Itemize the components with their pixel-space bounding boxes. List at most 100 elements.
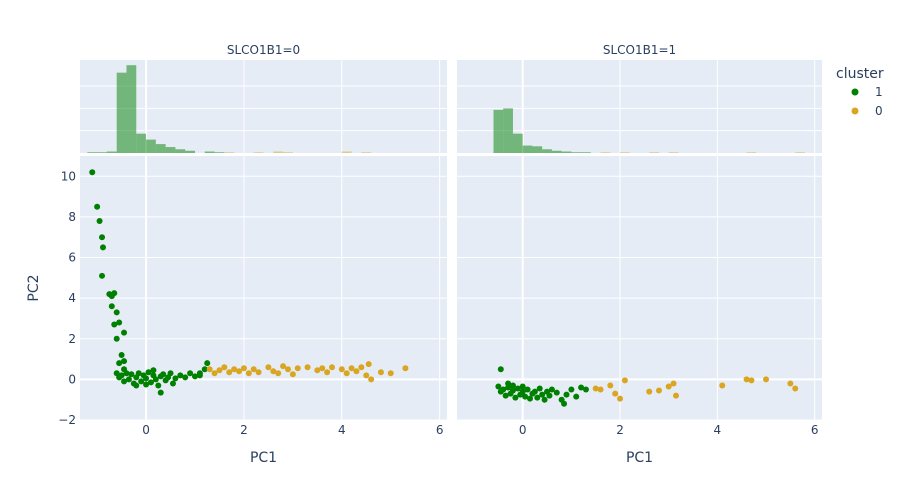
scatter-plot-area	[457, 156, 822, 420]
data-point	[201, 366, 208, 373]
data-point	[211, 370, 218, 377]
histogram-bar	[185, 150, 195, 153]
data-point	[368, 376, 375, 383]
histogram-bar	[503, 108, 513, 153]
data-point	[128, 371, 135, 378]
facet-panel-0	[80, 60, 447, 421]
data-point	[612, 390, 619, 397]
data-point	[275, 370, 282, 377]
histogram-bar	[561, 151, 572, 153]
data-point	[655, 387, 662, 394]
data-point	[231, 366, 238, 373]
legend-marker	[851, 107, 859, 115]
data-point	[108, 303, 115, 310]
histogram-bar	[204, 151, 215, 153]
data-point	[145, 369, 152, 376]
series-1	[495, 366, 589, 407]
data-point	[531, 388, 538, 395]
data-point	[240, 365, 247, 372]
histogram-bar	[97, 152, 107, 153]
data-point	[121, 329, 128, 336]
legend-item-1[interactable]: 1	[851, 85, 883, 99]
x-axis-title: PC1	[250, 450, 277, 466]
data-point	[125, 376, 132, 383]
y-tick-label: 6	[68, 251, 76, 265]
data-point	[519, 388, 526, 395]
data-point	[597, 386, 604, 393]
histogram-bar	[165, 147, 176, 153]
data-point	[118, 372, 125, 379]
data-point	[138, 378, 145, 385]
data-point	[182, 374, 189, 381]
data-point	[284, 366, 291, 373]
data-point	[191, 373, 198, 380]
facet-title: SLCO1B1=1	[603, 43, 676, 57]
data-point	[748, 377, 755, 384]
data-point	[118, 352, 125, 359]
data-point	[152, 376, 159, 383]
x-tick-label: 6	[811, 423, 819, 437]
legend-label: 0	[875, 104, 883, 118]
data-point	[353, 368, 360, 375]
data-point	[497, 366, 504, 373]
data-point	[787, 380, 794, 387]
data-point	[99, 272, 106, 279]
data-point	[363, 372, 370, 379]
data-point	[250, 366, 257, 373]
data-point	[573, 393, 580, 400]
x-tick-label: 4	[338, 423, 346, 437]
data-point	[150, 367, 157, 374]
data-point	[226, 369, 233, 376]
data-point	[402, 365, 409, 372]
data-point	[792, 385, 799, 392]
histogram-bar	[620, 152, 630, 153]
legend-item-0[interactable]: 0	[851, 104, 883, 118]
data-point	[94, 203, 101, 210]
data-point	[568, 386, 575, 393]
data-point	[113, 335, 120, 342]
histogram-bar	[493, 109, 504, 153]
data-point	[121, 378, 128, 385]
data-point	[196, 370, 203, 377]
data-point	[365, 361, 372, 368]
data-point	[111, 321, 118, 328]
data-point	[289, 371, 296, 378]
data-point	[121, 366, 128, 373]
histogram-bar	[795, 152, 805, 153]
series-0	[206, 361, 409, 383]
data-point	[157, 389, 164, 396]
data-point	[387, 370, 394, 377]
histogram-bar	[532, 146, 543, 153]
histogram-bar	[224, 152, 235, 153]
legend-label: 1	[875, 85, 883, 99]
data-point	[719, 382, 726, 389]
data-point	[143, 375, 150, 382]
data-point	[763, 376, 770, 383]
data-point	[546, 392, 553, 399]
histogram-bar	[361, 152, 372, 153]
data-point	[509, 387, 516, 394]
histogram-bar	[146, 139, 156, 153]
data-point	[304, 364, 311, 371]
data-point	[204, 360, 211, 367]
y-tick-label: 2	[68, 332, 76, 346]
data-point	[169, 380, 176, 387]
y-tick-label: 8	[68, 210, 76, 224]
data-point	[155, 382, 162, 389]
scatter-plot-area	[80, 156, 447, 420]
data-point	[539, 391, 546, 398]
data-point	[553, 389, 560, 396]
data-point	[216, 367, 223, 374]
series-0	[592, 376, 799, 402]
x-tick-label: 6	[436, 423, 444, 437]
x-tick-label: 2	[240, 423, 248, 437]
histogram-bar	[341, 151, 352, 153]
data-point	[348, 365, 355, 372]
data-point	[563, 391, 570, 398]
data-point	[236, 368, 243, 375]
data-point	[500, 386, 507, 393]
data-point	[578, 384, 585, 391]
data-point	[329, 364, 336, 371]
histogram-bar	[273, 151, 284, 153]
